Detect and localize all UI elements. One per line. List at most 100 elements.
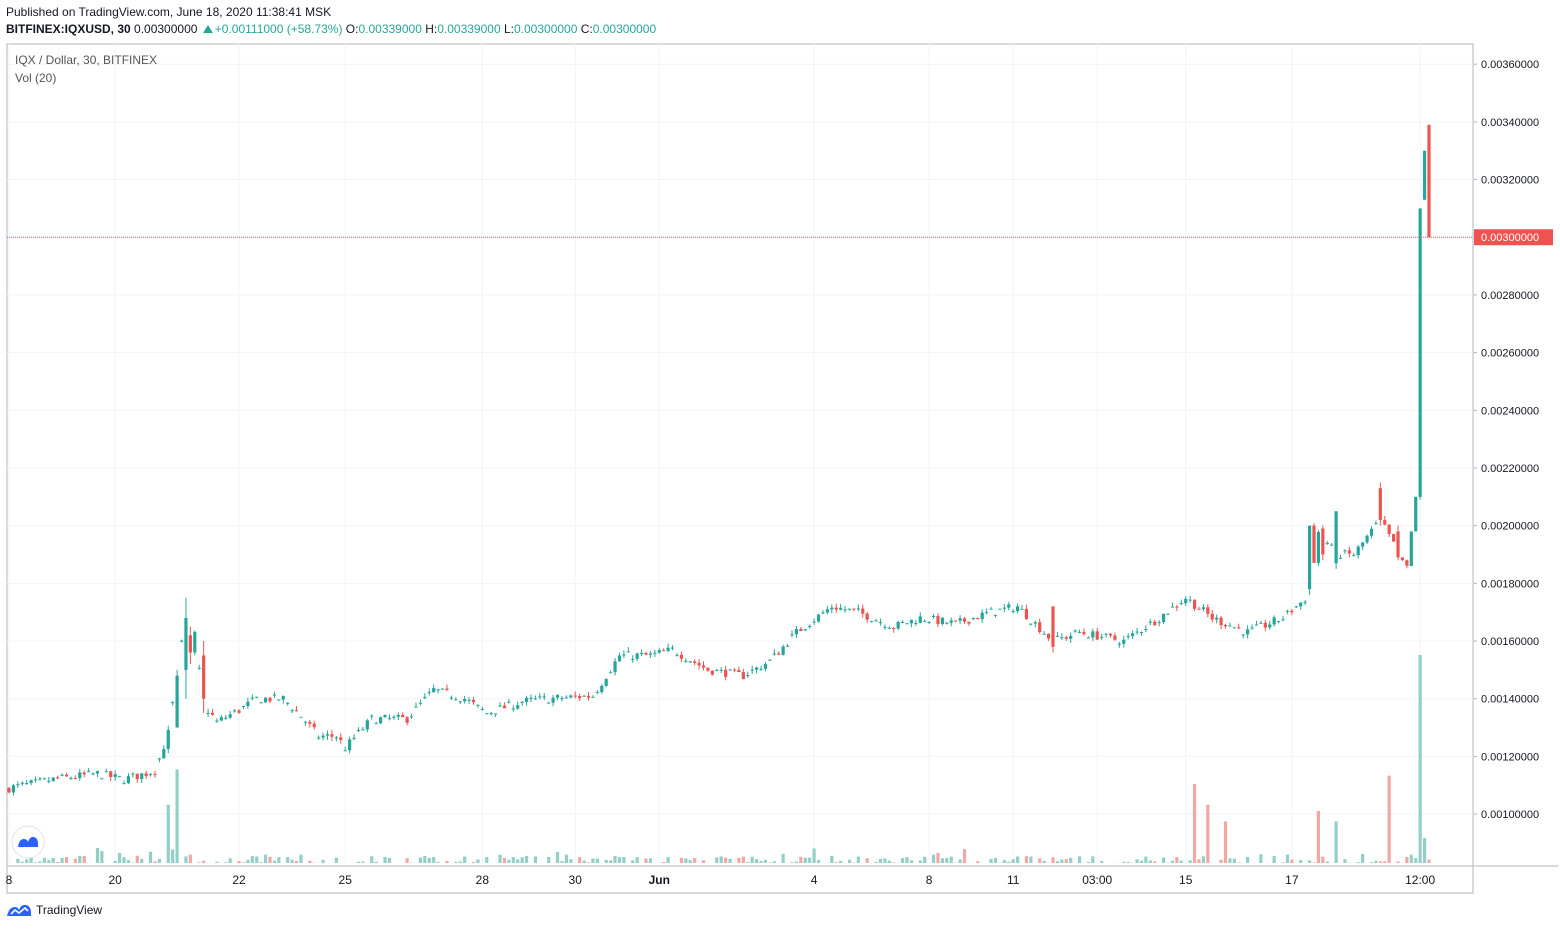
volume-bar bbox=[1312, 862, 1316, 863]
candle-body bbox=[653, 652, 657, 654]
candle-body bbox=[909, 619, 914, 624]
candle-body bbox=[184, 617, 188, 670]
candle-body bbox=[1179, 603, 1183, 605]
candle-body bbox=[11, 785, 16, 793]
candle-body bbox=[219, 717, 223, 721]
x-tick-label: Jun bbox=[649, 873, 670, 887]
candle-body bbox=[799, 629, 803, 632]
candle-body bbox=[51, 777, 55, 781]
candle-body bbox=[732, 669, 737, 671]
candle-body bbox=[533, 698, 538, 700]
volume-bar bbox=[374, 861, 378, 863]
volume-bar bbox=[524, 855, 529, 863]
candle-body bbox=[865, 613, 869, 620]
candle-body bbox=[1383, 519, 1387, 525]
y-tick-label: 0.00360000 bbox=[1481, 59, 1539, 71]
volume-bar bbox=[794, 861, 799, 863]
volume-bar bbox=[1316, 811, 1321, 863]
volume-bar bbox=[688, 860, 692, 863]
volume-bar bbox=[259, 862, 263, 863]
candle-body bbox=[1015, 606, 1020, 612]
candle-body bbox=[914, 622, 918, 624]
x-tick-label: 30 bbox=[569, 873, 583, 887]
volume-bar bbox=[361, 861, 365, 863]
candle-body bbox=[1135, 631, 1139, 633]
volume-bar bbox=[1077, 856, 1082, 863]
candle-body bbox=[900, 621, 905, 623]
volume-bar bbox=[38, 861, 42, 863]
tradingview-footer[interactable]: TradingView bbox=[6, 902, 102, 918]
candle-body bbox=[1272, 617, 1276, 625]
candle-body bbox=[246, 701, 250, 706]
candle-body bbox=[1011, 611, 1015, 613]
candle-body bbox=[1285, 610, 1290, 612]
candle-body bbox=[728, 669, 732, 671]
candle-body bbox=[356, 730, 361, 732]
close-value: 0.00300000 bbox=[592, 22, 657, 36]
candle-body bbox=[272, 694, 277, 696]
volume-bar bbox=[321, 859, 325, 863]
volume-bar bbox=[1427, 859, 1431, 863]
volume-bar bbox=[1161, 857, 1166, 863]
volume-bar bbox=[202, 860, 206, 863]
volume-bar bbox=[892, 862, 896, 863]
volume-bar bbox=[724, 857, 728, 863]
candle-body bbox=[7, 788, 11, 793]
volume-bar bbox=[1153, 861, 1157, 863]
candle-body bbox=[502, 705, 507, 709]
volume-bar bbox=[166, 804, 170, 863]
candle-body bbox=[573, 695, 577, 697]
volume-bar bbox=[432, 856, 436, 863]
volume-bar bbox=[931, 854, 936, 863]
candle-body bbox=[250, 697, 254, 699]
volume-bar bbox=[237, 860, 241, 863]
volume-bar bbox=[1086, 861, 1090, 863]
volume-bar bbox=[100, 851, 104, 863]
candle-body bbox=[1299, 602, 1303, 607]
volume-bar bbox=[586, 862, 591, 863]
candle-body bbox=[1104, 633, 1108, 635]
volume-bar bbox=[631, 860, 635, 863]
candle-body bbox=[741, 672, 745, 679]
volume-bar bbox=[135, 855, 139, 863]
candle-body bbox=[927, 621, 931, 623]
x-tick-label: 12:00 bbox=[1405, 873, 1435, 887]
candle-body bbox=[772, 653, 776, 655]
candle-body bbox=[595, 692, 599, 694]
volume-bar bbox=[900, 858, 905, 863]
candle-body bbox=[635, 653, 639, 659]
volume-bar bbox=[423, 856, 427, 863]
candle-body bbox=[1361, 542, 1365, 547]
candle-body bbox=[1356, 546, 1360, 556]
candle-body bbox=[1352, 555, 1356, 557]
volume-bar bbox=[20, 861, 24, 863]
candle-body bbox=[887, 627, 891, 629]
volume-bar bbox=[564, 854, 568, 863]
volume-bar bbox=[1011, 859, 1015, 863]
candle-body bbox=[20, 782, 24, 784]
candle-body bbox=[69, 777, 73, 779]
candle-body bbox=[1086, 637, 1090, 639]
candle-body bbox=[157, 758, 162, 760]
candle-body bbox=[542, 696, 546, 698]
candle-body bbox=[1100, 637, 1104, 639]
candle-body bbox=[1427, 124, 1431, 238]
candle-body bbox=[524, 697, 529, 702]
candle-body bbox=[870, 621, 874, 623]
candle-body bbox=[153, 774, 157, 776]
volume-bar bbox=[188, 854, 192, 863]
volume-bar bbox=[856, 856, 860, 863]
candle-body bbox=[321, 735, 325, 738]
volume-bar bbox=[175, 769, 179, 863]
volume-bar bbox=[471, 861, 476, 863]
brand-label: TradingView bbox=[36, 903, 103, 917]
candle-body bbox=[224, 717, 228, 719]
volume-bar bbox=[1139, 860, 1144, 863]
volume-bar bbox=[582, 860, 586, 863]
volume-bar bbox=[613, 855, 617, 863]
candle-body bbox=[206, 712, 210, 714]
candle-body bbox=[985, 612, 989, 614]
candle-body bbox=[1325, 542, 1329, 544]
y-tick-label: 0.00320000 bbox=[1481, 175, 1539, 187]
